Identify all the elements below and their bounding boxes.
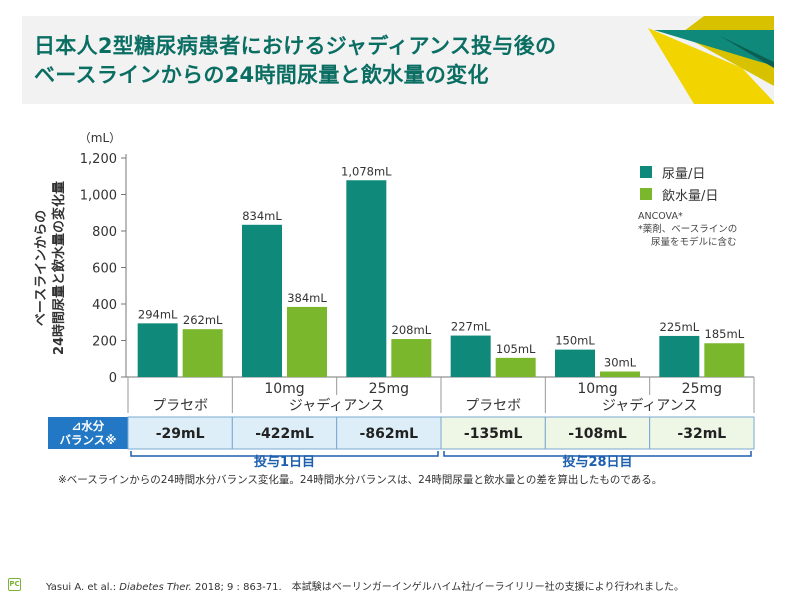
balance-cell xyxy=(231,416,338,450)
bar-urine xyxy=(659,335,700,377)
balance-value: -862mL xyxy=(360,426,419,442)
title-banner: 日本人2型糖尿病患者におけるジャディアンス投与後の ベースラインからの24時間尿… xyxy=(22,16,774,104)
page-title: 日本人2型糖尿病患者におけるジャディアンス投与後の ベースラインからの24時間尿… xyxy=(34,32,556,90)
decorative-ribbon-graphic xyxy=(648,16,774,104)
legend-label-water: 飲水量/日 xyxy=(662,189,719,204)
bar-water xyxy=(287,306,327,377)
bar-water xyxy=(600,371,640,377)
balance-cell xyxy=(440,416,546,450)
dose-label: 25mg xyxy=(682,381,722,397)
bar-urine xyxy=(450,335,491,377)
y-tick-label: 0 xyxy=(109,371,117,386)
data-label-water: 208mL xyxy=(392,323,432,337)
data-label-urine: 834mL xyxy=(242,209,282,223)
data-label-water: 185mL xyxy=(705,327,745,341)
dose-label: 25mg xyxy=(369,381,409,397)
balance-label-cell xyxy=(48,417,128,449)
data-label-water: 105mL xyxy=(496,342,536,356)
bar-urine xyxy=(137,323,178,377)
data-label-water: 262mL xyxy=(183,313,223,327)
balance-value: -422mL xyxy=(255,426,314,442)
y-tick-label: 200 xyxy=(92,335,117,350)
bar-urine xyxy=(242,224,282,377)
legend-label-urine: 尿量/日 xyxy=(662,167,706,182)
balance-value: -108mL xyxy=(568,426,627,442)
bar-water xyxy=(704,343,745,377)
bar-urine xyxy=(555,349,595,377)
data-label-urine: 150mL xyxy=(555,334,595,348)
ancova-line2: *薬剤、ベースラインの xyxy=(638,224,738,235)
data-label-water: 384mL xyxy=(287,291,327,305)
citation-rest: 2018; 9 : 863-71. 本試験はベーリンガーインゲルハイム社/イーラ… xyxy=(191,582,684,593)
citation: Yasui A. et al.: Diabetes Ther. 2018; 9 … xyxy=(46,578,684,593)
period-bracket xyxy=(130,451,439,457)
y-axis-label-line1: ベースラインからの xyxy=(34,210,49,326)
period-label: 投与28日目 xyxy=(562,454,632,470)
dose-label: 10mg xyxy=(264,381,304,397)
y-tick-label: 1,200 xyxy=(80,152,117,167)
y-unit-label: （mL） xyxy=(79,131,121,145)
balance-cell xyxy=(127,416,233,450)
balance-value: -135mL xyxy=(464,426,523,442)
arm-label: プラセボ xyxy=(152,398,208,414)
y-tick-label: 1,000 xyxy=(80,189,117,204)
arm-label: ジャディアンス xyxy=(289,397,384,414)
ancova-line1: ANCOVA* xyxy=(638,211,683,222)
bar-water xyxy=(182,329,223,377)
balance-label-line1: ⊿水分 xyxy=(72,419,105,433)
legend-swatch-water xyxy=(640,188,652,200)
period-label: 投与1日目 xyxy=(254,454,315,470)
balance-footnote: ※ベースラインからの24時間水分バランス変化量。24時間水分バランスは、24時間… xyxy=(58,474,663,486)
balance-cell xyxy=(544,416,651,450)
data-label-water: 30mL xyxy=(604,356,637,370)
data-label-urine: 227mL xyxy=(451,320,491,334)
balance-value: -29mL xyxy=(156,426,205,442)
dose-label: 10mg xyxy=(577,381,617,397)
arm-label: プラセボ xyxy=(465,398,521,414)
y-tick-label: 600 xyxy=(92,262,117,277)
legend-swatch-urine xyxy=(640,166,652,178)
y-axis-label-line2: 24時間尿量と飲水量の変化量 xyxy=(51,181,67,355)
ancova-line3: 尿量をモデルに含む xyxy=(651,237,737,248)
ancova-note: ANCOVA* *薬剤、ベースラインの 尿量をモデルに含む xyxy=(638,210,778,249)
page-title-line1: 日本人2型糖尿病患者におけるジャディアンス投与後の xyxy=(34,34,557,58)
data-label-urine: 225mL xyxy=(660,320,700,334)
citation-authors: Yasui A. et al.: xyxy=(46,582,120,593)
arm-label: ジャディアンス xyxy=(602,397,697,414)
bar-urine xyxy=(346,180,387,377)
bar-water xyxy=(391,339,432,377)
balance-label-line2: バランス※ xyxy=(60,433,117,447)
bar-water xyxy=(495,357,536,377)
balance-value: -32mL xyxy=(677,426,726,442)
data-label-urine: 294mL xyxy=(138,307,178,321)
y-tick-label: 800 xyxy=(92,225,117,240)
data-label-urine: 1,078mL xyxy=(341,164,392,178)
citation-journal: Diabetes Ther. xyxy=(119,582,192,593)
period-bracket xyxy=(443,451,752,457)
balance-cell xyxy=(649,416,755,450)
pc-logo-icon: PC xyxy=(8,578,21,591)
page-title-line2: ベースラインからの24時間尿量と飲水量の変化 xyxy=(34,63,489,87)
y-tick-label: 400 xyxy=(92,298,117,313)
